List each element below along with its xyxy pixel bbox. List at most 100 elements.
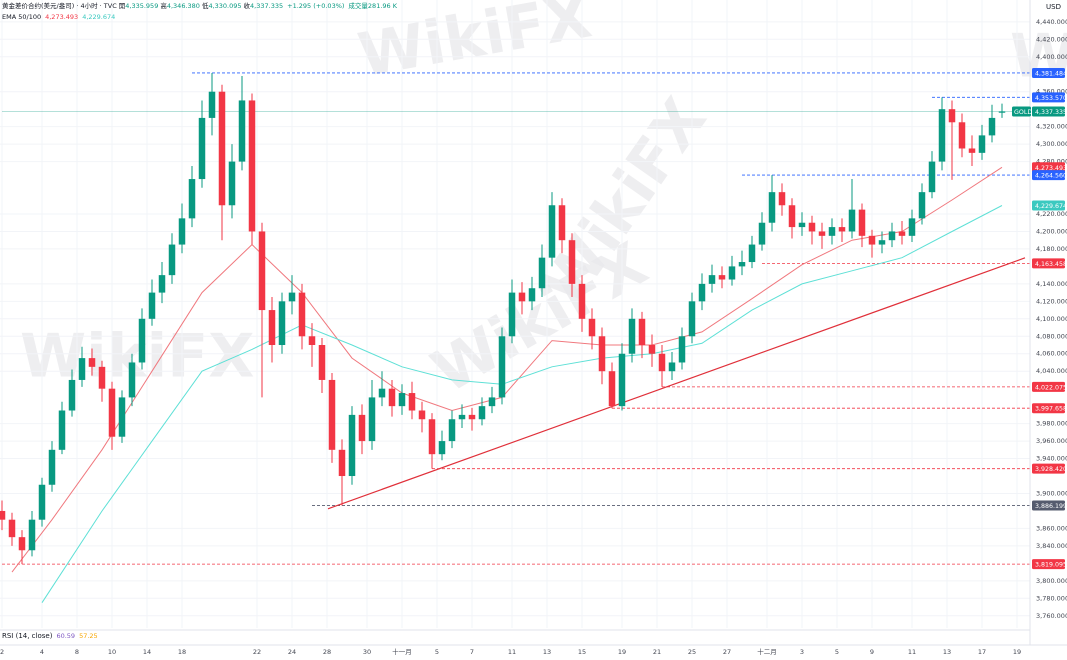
candle-body (498, 336, 506, 398)
candle-body (68, 379, 76, 411)
price-tag-label: 4,022.075 (1035, 384, 1067, 391)
y-tick-label: 4,280.000 (1036, 158, 1067, 166)
x-tick-label: 22 (253, 648, 261, 656)
price-tag-label: 3,997.658 (1035, 406, 1067, 413)
y-tick-label: 4,120.000 (1036, 297, 1067, 305)
candle-body (428, 419, 436, 455)
ohlc-value: 4,346.380 (167, 2, 200, 10)
candle-body (198, 117, 206, 180)
price-tag (1032, 403, 1065, 414)
candle-body (38, 484, 46, 520)
candle-body (118, 397, 126, 437)
candle-body (388, 388, 396, 407)
price-tag (1032, 500, 1065, 511)
candle-body (988, 117, 996, 136)
header: 黄金差价合约(美元/盎司) · 4小时 · TVC 開 4,335.959 高 4,34… (2, 1, 398, 640)
x-tick-label: 18 (178, 648, 186, 656)
candle-body (88, 358, 96, 367)
x-tick-label: 28 (323, 648, 331, 656)
x-tick-label: 17 (978, 648, 986, 656)
y-tick-label: 4,180.000 (1036, 245, 1067, 253)
rsi-label: RSI (14, close) (2, 632, 53, 640)
x-tick-label: 8 (75, 648, 79, 656)
candle-body (798, 222, 806, 228)
candle-body (568, 240, 576, 284)
candle-body (678, 336, 686, 363)
candle-body (228, 161, 236, 206)
plot (0, 72, 1030, 603)
ohlc-prefix: 高 (160, 1, 167, 10)
candle-body (98, 366, 106, 389)
candle-body (558, 205, 566, 241)
candle-body (868, 235, 876, 245)
header-volume: 成交量281.96 K (348, 1, 397, 10)
x-tick-label: 27 (723, 648, 731, 656)
x-tick-label: 14 (143, 648, 151, 656)
candle-body (348, 414, 356, 477)
y-tick-label: 3,960.000 (1036, 437, 1067, 445)
candle-body (338, 449, 346, 477)
price-tag (1032, 258, 1065, 269)
header-change: +1.295 (+0.03%) (287, 2, 344, 10)
candle-body (608, 371, 616, 407)
candle-body (438, 441, 446, 455)
ohlc-value: 4,335.959 (125, 2, 158, 10)
price-tag-label: 4,381.484 (1035, 70, 1067, 77)
y-tick-label: 4,360.000 (1036, 88, 1067, 96)
candle-body (378, 388, 386, 398)
candle-body (528, 288, 536, 302)
ohlc-prefix: 開 (119, 2, 126, 10)
candle-body (128, 362, 136, 398)
y-tick-label: 4,100.000 (1036, 315, 1067, 323)
price-tag (1032, 106, 1065, 117)
candle-body (898, 231, 906, 236)
candle-body (18, 537, 26, 551)
candle-body (518, 292, 526, 302)
candle-body (218, 91, 226, 206)
candle-body (958, 122, 966, 149)
candle-body (708, 275, 716, 284)
x-tick-label: 4 (40, 648, 44, 656)
candle-body (628, 318, 636, 354)
y-tick-label: 3,780.000 (1036, 594, 1067, 602)
candle-body (28, 519, 36, 551)
candle-body (918, 192, 926, 219)
candle-body (778, 192, 786, 206)
y-tick-label: 4,040.000 (1036, 367, 1067, 375)
price-tag (1032, 463, 1065, 474)
ohlc-prefix: 收 (244, 1, 251, 10)
price-tag-label: 3,819.095 (1035, 562, 1067, 569)
candle-body (968, 148, 976, 153)
candle-body (268, 310, 276, 346)
currency: USD (1046, 3, 1061, 11)
y-tick-label: 4,080.000 (1036, 332, 1067, 340)
candle-body (108, 388, 116, 437)
candle-body (278, 301, 286, 346)
price-tag-label: 4,273.493 (1035, 165, 1067, 172)
candle-body (288, 292, 296, 302)
price-tag-label: 4,264.560 (1035, 173, 1067, 180)
x-tick-label: 3 (800, 648, 804, 656)
candle-body (178, 218, 186, 245)
x-tick-label: 30 (363, 648, 371, 656)
y-tick-label: 3,840.000 (1036, 542, 1067, 550)
candle-body (548, 205, 556, 258)
price-tag-label: 3,928.420 (1035, 466, 1067, 473)
candle-body (488, 397, 496, 407)
candle-body (748, 244, 756, 263)
x-tick-label: 十一月 (392, 647, 412, 656)
y-tick-label: 4,300.000 (1036, 140, 1067, 148)
candle-body (538, 257, 546, 289)
candle-body (718, 275, 726, 280)
y-tick-label: 4,420.000 (1036, 35, 1067, 43)
candle-body (828, 227, 836, 236)
price-tag-label: 4,229.674 (1035, 203, 1067, 210)
candle-body (878, 240, 886, 245)
price-tag (1032, 162, 1065, 173)
candle-body (808, 222, 816, 232)
candle-body (78, 358, 86, 380)
candle-body (588, 318, 596, 337)
x-tick-label: 13 (943, 648, 951, 656)
candle-body (0, 510, 6, 520)
